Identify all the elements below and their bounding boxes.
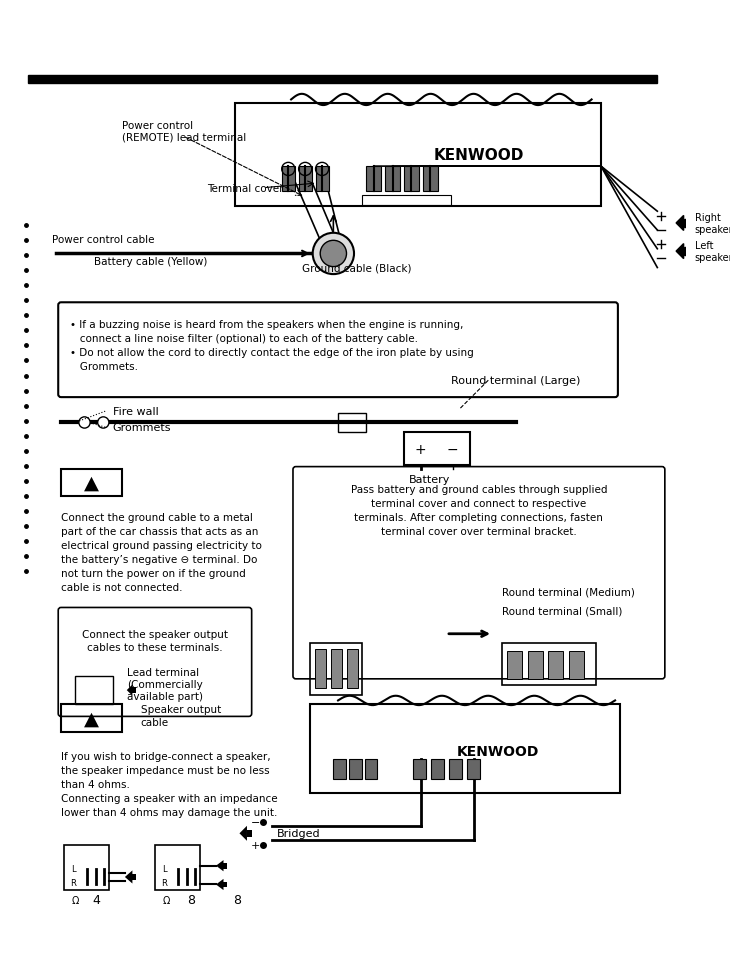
Bar: [334, 759, 345, 780]
Text: +: +: [250, 841, 260, 850]
Bar: [569, 651, 584, 679]
Bar: [247, 830, 252, 837]
Bar: [361, 196, 450, 206]
Text: Round terminal (Large): Round terminal (Large): [450, 375, 580, 386]
Text: • If a buzzing noise is heard from the speakers when the engine is running,
   c: • If a buzzing noise is heard from the s…: [70, 320, 474, 372]
Text: Fire wall: Fire wall: [112, 407, 158, 416]
Bar: [310, 643, 361, 695]
Text: Speaker output
cable: Speaker output cable: [141, 704, 221, 727]
Bar: [315, 649, 326, 688]
Text: R: R: [161, 878, 167, 887]
Text: Right
speaker: Right speaker: [695, 213, 730, 234]
Polygon shape: [127, 685, 132, 696]
Bar: [132, 687, 137, 693]
Text: +: +: [415, 442, 426, 456]
Circle shape: [320, 241, 347, 267]
Polygon shape: [676, 216, 683, 232]
Text: Pass battery and ground cables through supplied
terminal cover and connect to re: Pass battery and ground cables through s…: [350, 484, 607, 536]
Text: ▲: ▲: [84, 474, 99, 493]
Text: Connect the ground cable to a metal
part of the car chassis that acts as an
elec: Connect the ground cable to a metal part…: [61, 512, 262, 592]
Bar: [28, 76, 657, 84]
Bar: [132, 874, 137, 880]
Bar: [466, 759, 480, 780]
Bar: [528, 651, 543, 679]
Bar: [413, 759, 426, 780]
Circle shape: [98, 417, 109, 429]
Text: Round terminal (Medium): Round terminal (Medium): [502, 587, 635, 597]
Text: Grommets: Grommets: [112, 423, 171, 433]
Circle shape: [79, 417, 90, 429]
Text: Power control
(REMOTE) lead terminal: Power control (REMOTE) lead terminal: [122, 121, 246, 143]
FancyBboxPatch shape: [58, 303, 618, 397]
Bar: [683, 248, 688, 255]
Circle shape: [312, 233, 354, 274]
Bar: [315, 167, 328, 192]
Text: L: L: [71, 864, 76, 873]
Bar: [282, 167, 295, 192]
Polygon shape: [216, 879, 223, 890]
Bar: [404, 433, 469, 465]
Text: Battery cable (Yellow): Battery cable (Yellow): [94, 256, 207, 267]
Text: R: R: [70, 878, 76, 887]
Bar: [61, 704, 122, 733]
Text: If you wish to bridge-connect a speaker,
the speaker impedance must be no less
t: If you wish to bridge-connect a speaker,…: [61, 751, 277, 818]
Bar: [404, 167, 419, 192]
Polygon shape: [216, 861, 223, 871]
Bar: [338, 414, 366, 433]
Bar: [502, 643, 596, 686]
Polygon shape: [676, 244, 683, 259]
Text: KENWOOD: KENWOOD: [434, 149, 524, 163]
Text: Round terminal (Small): Round terminal (Small): [502, 606, 623, 616]
Bar: [365, 759, 377, 780]
Text: Power control cable: Power control cable: [52, 235, 154, 245]
Text: Ω: Ω: [72, 895, 79, 904]
Polygon shape: [239, 826, 247, 841]
Bar: [449, 759, 462, 780]
Text: Ground cable (Black): Ground cable (Black): [302, 263, 412, 274]
Bar: [223, 882, 227, 887]
Bar: [683, 220, 688, 228]
Text: ▲: ▲: [84, 709, 99, 728]
Bar: [75, 677, 112, 704]
Text: Lead terminal
(Commercially
available part): Lead terminal (Commercially available pa…: [127, 667, 203, 701]
Text: −: −: [447, 442, 458, 456]
Bar: [331, 649, 342, 688]
Text: KENWOOD: KENWOOD: [456, 744, 539, 759]
Bar: [347, 649, 358, 688]
Bar: [235, 104, 601, 208]
Bar: [155, 845, 200, 890]
Text: Battery: Battery: [409, 475, 450, 484]
Text: Left
speaker: Left speaker: [695, 241, 730, 263]
Polygon shape: [125, 870, 132, 883]
Text: 4: 4: [93, 893, 101, 906]
Bar: [350, 759, 361, 780]
Text: −: −: [250, 817, 260, 826]
Bar: [548, 651, 564, 679]
Bar: [64, 845, 109, 890]
Bar: [423, 167, 437, 192]
Text: Bridged: Bridged: [277, 828, 320, 839]
Bar: [366, 167, 381, 192]
Text: Terminal cover: Terminal cover: [207, 184, 283, 193]
Bar: [61, 470, 122, 497]
Bar: [299, 167, 312, 192]
Text: 8: 8: [187, 893, 195, 906]
Bar: [507, 651, 522, 679]
Bar: [223, 863, 227, 868]
Text: Connect the speaker output
cables to these terminals.: Connect the speaker output cables to the…: [82, 629, 228, 653]
Text: 8: 8: [234, 893, 242, 906]
Text: Ω: Ω: [163, 895, 170, 904]
Bar: [385, 167, 400, 192]
Text: L: L: [162, 864, 166, 873]
Bar: [431, 759, 444, 780]
Bar: [310, 704, 620, 794]
